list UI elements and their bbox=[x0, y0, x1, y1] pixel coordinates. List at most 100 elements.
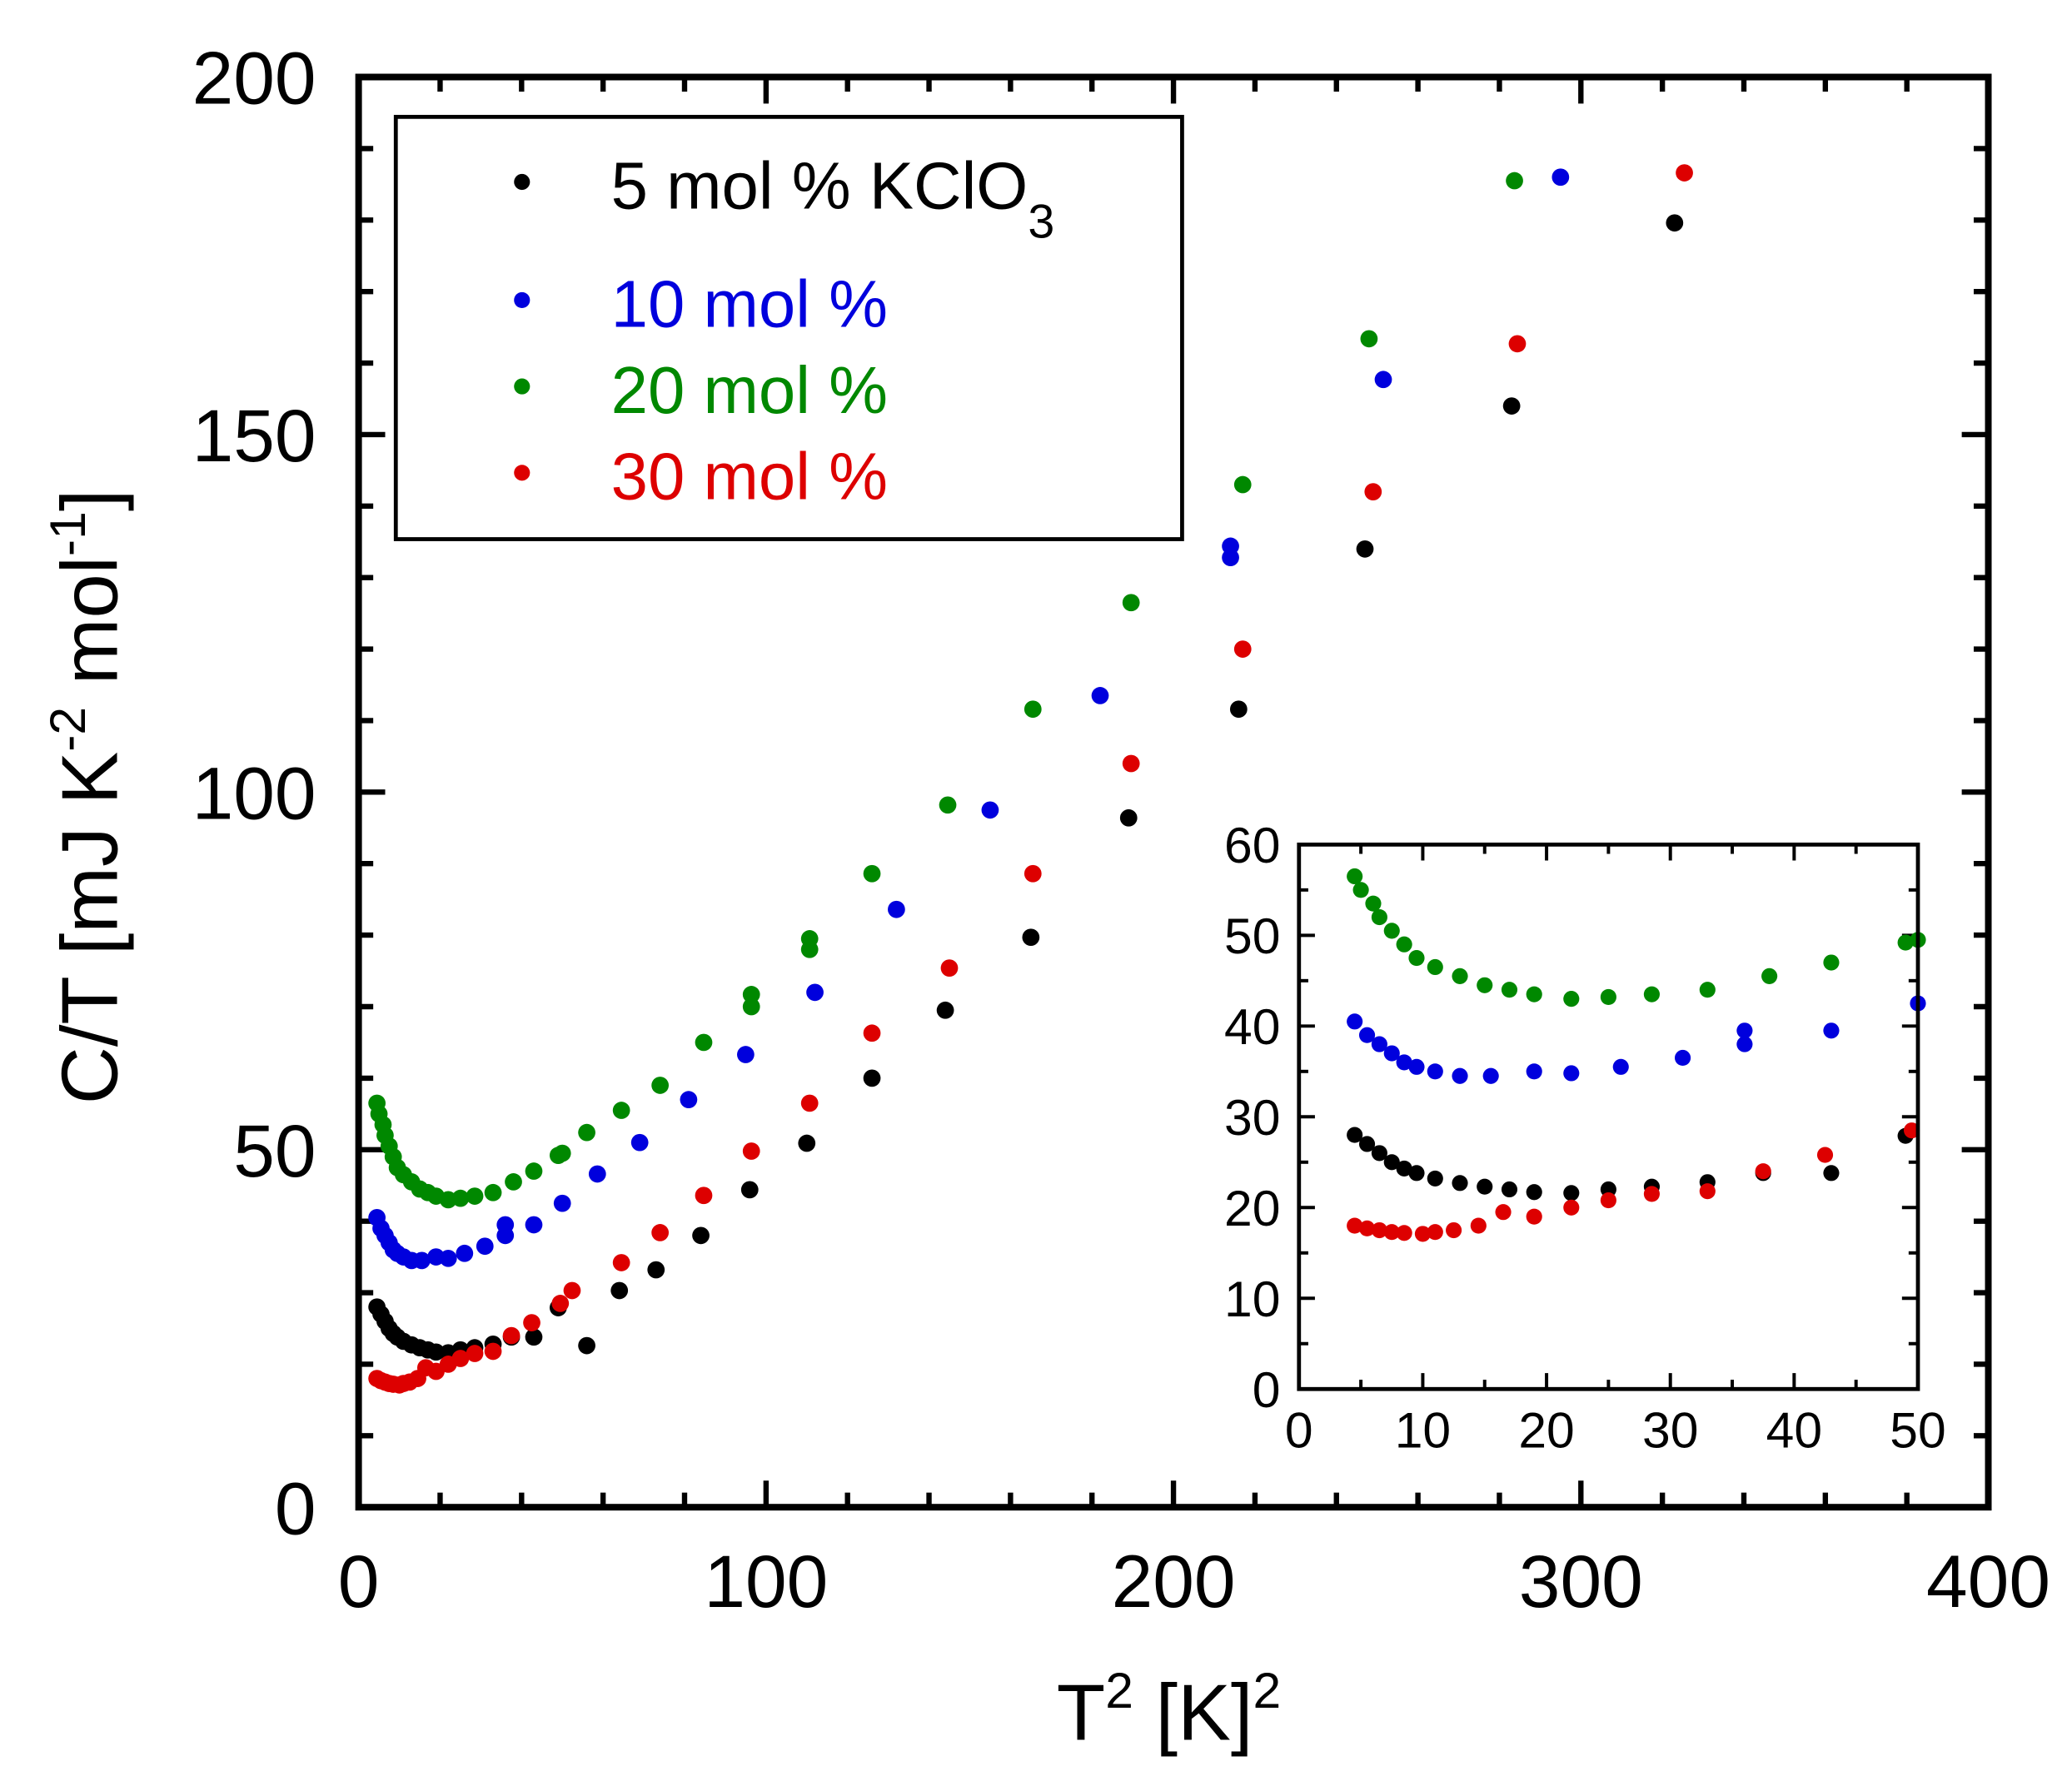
inset-data-point-series-0 bbox=[1452, 1175, 1468, 1191]
main-data-point-series-2 bbox=[484, 1183, 502, 1201]
main-data-point-series-0 bbox=[798, 1134, 816, 1152]
inset-y-tick-label: 20 bbox=[1224, 1180, 1280, 1236]
main-data-point-series-1 bbox=[630, 1133, 649, 1152]
main-y-tick-label: 150 bbox=[192, 394, 316, 477]
inset-data-point-series-0 bbox=[1477, 1178, 1493, 1195]
main-data-point-series-3 bbox=[940, 959, 959, 977]
inset-data-point-series-3 bbox=[1396, 1225, 1412, 1241]
inset-data-point-series-3 bbox=[1699, 1183, 1716, 1200]
inset-data-point-series-2 bbox=[1643, 986, 1660, 1002]
main-data-point-series-0 bbox=[936, 1001, 954, 1019]
inset-data-point-series-3 bbox=[1600, 1191, 1616, 1209]
main-data-point-series-1 bbox=[1552, 168, 1570, 187]
inset-data-point-series-3 bbox=[1347, 1217, 1363, 1234]
inset-data-point-series-3 bbox=[1903, 1122, 1920, 1139]
legend-label-30mol: 30 mol % bbox=[611, 440, 888, 514]
main-data-point-series-0 bbox=[863, 1069, 881, 1087]
inset-data-point-series-3 bbox=[1414, 1226, 1431, 1242]
main-data-point-series-3 bbox=[1122, 754, 1140, 773]
inset-data-point-series-2 bbox=[1699, 982, 1716, 998]
inset-data-point-series-0 bbox=[1526, 1184, 1542, 1201]
main-x-tick-label: 300 bbox=[1519, 1540, 1643, 1623]
main-data-point-series-2 bbox=[863, 864, 881, 883]
inset-data-point-series-2 bbox=[1352, 882, 1369, 898]
main-data-point-series-0 bbox=[647, 1261, 665, 1279]
main-data-point-series-3 bbox=[800, 1094, 819, 1112]
main-data-point-series-0 bbox=[1119, 808, 1138, 827]
main-data-point-series-0 bbox=[525, 1328, 543, 1346]
inset-data-point-series-1 bbox=[1823, 1022, 1840, 1039]
inset-data-point-series-2 bbox=[1452, 968, 1468, 984]
legend-label-10mol: 10 mol % bbox=[611, 266, 888, 341]
inset-data-point-series-0 bbox=[1358, 1136, 1376, 1152]
main-data-point-series-0 bbox=[610, 1281, 629, 1300]
inset-data-point-series-1 bbox=[1396, 1054, 1412, 1071]
main-data-point-series-3 bbox=[1508, 335, 1527, 353]
main-x-tick-label: 400 bbox=[1926, 1540, 2050, 1623]
main-data-point-series-1 bbox=[588, 1165, 606, 1183]
legend-marker-20mol bbox=[514, 378, 530, 395]
inset-data-point-series-3 bbox=[1470, 1217, 1487, 1234]
inset-data-point-series-2 bbox=[1371, 908, 1387, 926]
main-data-point-series-1 bbox=[806, 983, 824, 1002]
main-data-point-series-3 bbox=[863, 1024, 881, 1042]
main-data-point-series-1 bbox=[1222, 537, 1239, 555]
main-data-point-series-3 bbox=[502, 1326, 520, 1345]
main-data-point-series-1 bbox=[888, 900, 905, 918]
inset-data-point-series-1 bbox=[1563, 1065, 1580, 1082]
inset-data-point-series-2 bbox=[1526, 986, 1542, 1002]
main-y-tick-label: 200 bbox=[192, 37, 316, 120]
inset-x-tick-label: 50 bbox=[1890, 1401, 1945, 1458]
inset-data-point-series-1 bbox=[1358, 1027, 1376, 1043]
inset-data-point-series-1 bbox=[1383, 1045, 1400, 1062]
y-axis-title: C/T [mJ K-2 mol-1] bbox=[39, 490, 134, 1105]
inset-x-tick-label: 30 bbox=[1642, 1401, 1698, 1458]
legend-label-5mol: 5 mol % KClO3 bbox=[611, 148, 1055, 248]
main-data-point-series-3 bbox=[523, 1314, 540, 1331]
inset-y-tick-label: 10 bbox=[1224, 1271, 1280, 1327]
main-data-point-series-2 bbox=[1024, 700, 1042, 719]
main-data-point-series-2 bbox=[1233, 475, 1252, 494]
main-data-point-series-3 bbox=[651, 1224, 670, 1241]
inset-x-tick-label: 40 bbox=[1766, 1401, 1822, 1458]
inset-data-point-series-1 bbox=[1736, 1036, 1753, 1052]
inset-x-tick-label: 20 bbox=[1518, 1401, 1574, 1458]
inset-data-point-series-1 bbox=[1612, 1058, 1629, 1075]
main-data-point-series-3 bbox=[484, 1342, 502, 1361]
inset-data-point-series-0 bbox=[1396, 1160, 1412, 1177]
main-plot-frame bbox=[355, 73, 1992, 1511]
inset-data-point-series-1 bbox=[1371, 1036, 1387, 1052]
inset-data-point-series-0 bbox=[1501, 1181, 1518, 1198]
main-data-point-series-1 bbox=[737, 1046, 755, 1063]
inset-data-point-series-0 bbox=[1347, 1127, 1363, 1143]
main-data-point-series-2 bbox=[742, 986, 760, 1003]
inset-data-point-series-1 bbox=[1347, 1013, 1363, 1030]
inset-data-point-series-3 bbox=[1755, 1163, 1771, 1180]
main-y-tick-label: 50 bbox=[233, 1109, 316, 1192]
main-data-point-series-3 bbox=[1364, 483, 1382, 501]
inset-data-point-series-1 bbox=[1408, 1058, 1425, 1075]
inset-data-point-series-1 bbox=[1452, 1067, 1468, 1084]
inset-data-point-series-0 bbox=[1408, 1165, 1425, 1182]
inset-data-point-series-0 bbox=[1371, 1145, 1387, 1162]
inset-data-point-series-1 bbox=[1427, 1063, 1443, 1080]
main-data-point-series-2 bbox=[939, 796, 957, 814]
inset-data-point-series-3 bbox=[1816, 1147, 1834, 1163]
main-data-point-series-2 bbox=[1122, 594, 1140, 612]
x-axis-title: T2 [K]2 bbox=[1057, 1662, 1281, 1757]
main-data-point-series-2 bbox=[1506, 172, 1523, 190]
main-data-point-series-1 bbox=[439, 1249, 457, 1267]
main-data-point-series-2 bbox=[612, 1102, 630, 1119]
main-data-point-series-3 bbox=[466, 1345, 484, 1362]
inset-y-tick-label: 50 bbox=[1224, 908, 1280, 964]
inset-data-point-series-1 bbox=[1675, 1049, 1691, 1067]
main-data-point-series-2 bbox=[695, 1033, 713, 1052]
main-data-point-series-1 bbox=[456, 1244, 474, 1262]
inset-data-point-series-2 bbox=[1427, 958, 1443, 976]
main-data-point-series-0 bbox=[1229, 700, 1248, 719]
inset-data-point-series-2 bbox=[1408, 950, 1425, 967]
main-y-tick-label: 0 bbox=[275, 1466, 316, 1550]
main-data-point-series-2 bbox=[553, 1144, 571, 1162]
main-data-point-series-1 bbox=[1374, 371, 1392, 389]
